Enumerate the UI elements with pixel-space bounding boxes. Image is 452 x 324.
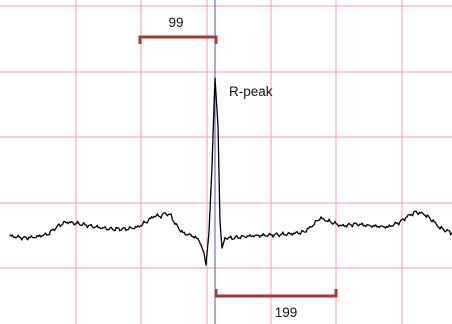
interval-after-label: 199 xyxy=(275,305,298,320)
r-peak-label: R-peak xyxy=(229,84,273,99)
interval-before-label: 99 xyxy=(168,15,183,30)
ecg-trace xyxy=(9,77,452,266)
caliper-after[interactable]: 199 xyxy=(214,289,338,320)
caliper-after-bracket[interactable] xyxy=(214,289,338,298)
caliper-before-bracket[interactable] xyxy=(138,35,218,44)
caliper-before[interactable]: 99 xyxy=(138,15,218,44)
